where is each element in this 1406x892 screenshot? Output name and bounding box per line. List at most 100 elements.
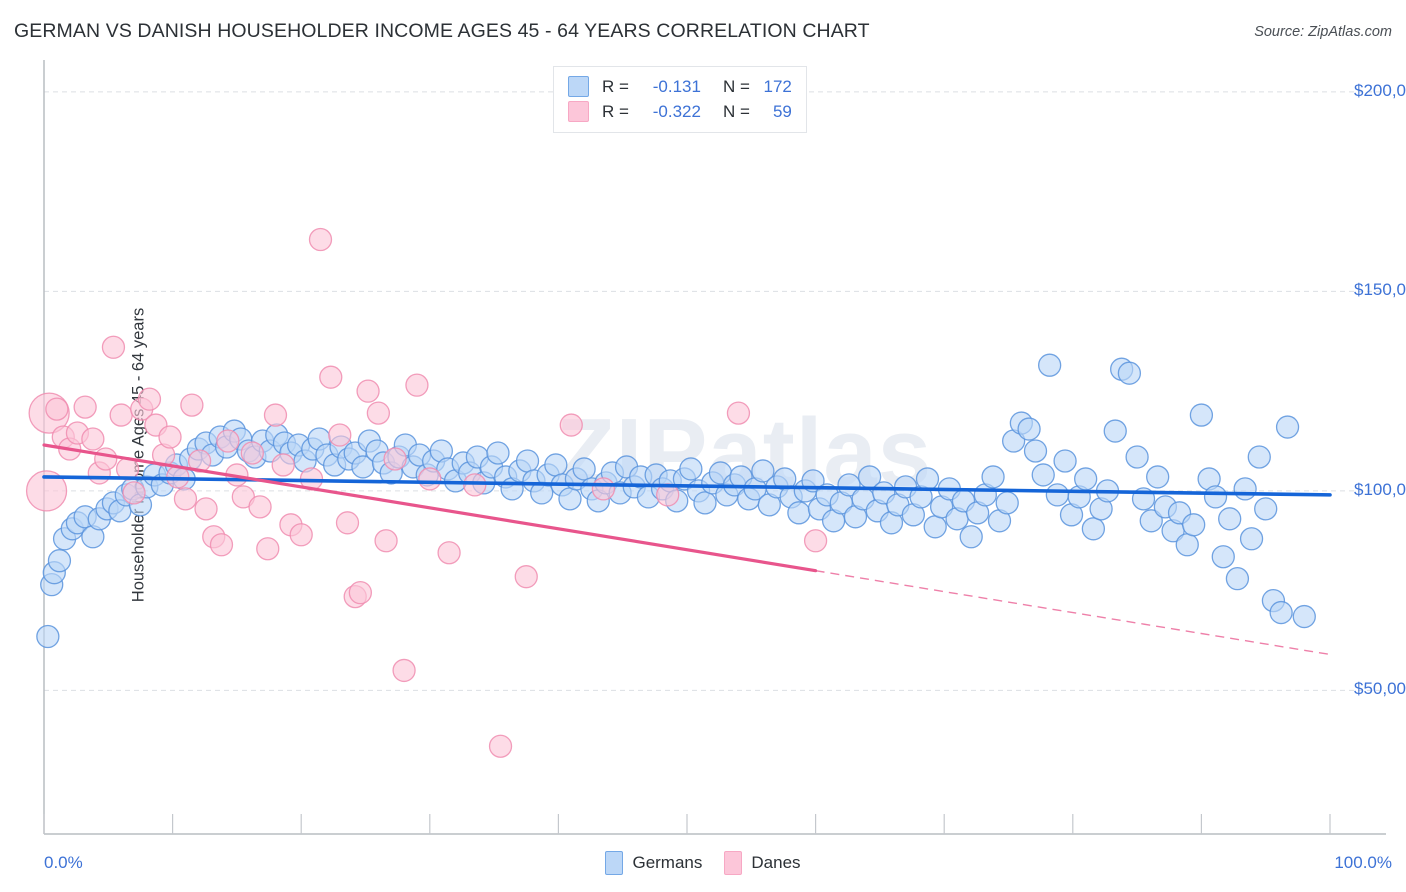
data-point — [488, 734, 513, 758]
danes-color-swatch — [568, 101, 589, 122]
data-point — [1269, 600, 1293, 625]
data-point — [1254, 497, 1278, 521]
germans-legend-swatch — [605, 851, 624, 875]
data-point — [47, 549, 72, 573]
data-point — [263, 403, 288, 427]
trendline-danes — [42, 443, 1331, 656]
data-point — [1182, 513, 1206, 537]
data-point — [405, 373, 429, 397]
source-attribution: Source: ZipAtlas.com — [1254, 24, 1392, 40]
data-point — [514, 565, 538, 589]
data-point — [101, 335, 126, 359]
data-point — [335, 511, 360, 535]
page-title: GERMAN VS DANISH HOUSEHOLDER INCOME AGES… — [14, 20, 870, 42]
data-point — [1053, 449, 1077, 473]
data-point — [308, 227, 333, 252]
data-point — [995, 491, 1019, 515]
data-point — [94, 447, 118, 471]
data-point — [1023, 439, 1048, 463]
data-point — [418, 467, 442, 491]
y-axis-tick-label: $50,000 — [1354, 679, 1406, 699]
data-point — [1211, 545, 1235, 569]
data-point — [180, 393, 204, 417]
gridlines — [44, 91, 1386, 691]
data-point — [248, 495, 272, 519]
data-point — [981, 465, 1005, 489]
data-point — [1225, 567, 1250, 591]
danes-r-value: -0.322 — [652, 101, 701, 121]
data-point — [1038, 353, 1062, 377]
data-point — [515, 449, 540, 473]
data-point — [559, 413, 583, 437]
data-point — [959, 525, 983, 549]
data-point — [1275, 415, 1300, 439]
data-point — [787, 501, 811, 525]
danes-n-key: N = — [722, 101, 750, 121]
data-point — [374, 529, 398, 553]
danes-legend-swatch — [724, 851, 743, 875]
data-point — [1203, 485, 1228, 509]
data-point — [383, 447, 407, 471]
data-point — [240, 441, 264, 465]
danes-n-value: 59 — [772, 101, 792, 121]
data-point — [209, 533, 234, 557]
data-point — [194, 497, 218, 521]
data-point — [1081, 517, 1106, 541]
data-point — [356, 379, 380, 403]
data-point — [463, 473, 487, 497]
data-point — [751, 459, 775, 483]
data-point — [923, 515, 947, 539]
data-point — [36, 624, 60, 649]
data-point — [679, 457, 703, 481]
data-point — [1239, 527, 1264, 551]
data-point — [366, 401, 391, 425]
data-point — [1175, 533, 1199, 557]
data-point — [693, 491, 717, 515]
data-point — [173, 487, 198, 511]
data-point — [319, 365, 343, 389]
legend-item-germans[interactable]: Germans — [605, 851, 702, 875]
y-axis-tick-label: $200,000 — [1354, 80, 1406, 100]
germans-n-key: N = — [722, 76, 750, 96]
y-axis-tick-label: $100,000 — [1354, 479, 1406, 499]
y-axis-tick-label: $150,000 — [1354, 280, 1406, 300]
data-point — [1189, 403, 1214, 427]
data-point — [572, 457, 596, 481]
germans-n-value: 172 — [763, 76, 792, 96]
data-point — [271, 453, 295, 477]
data-point — [1017, 417, 1041, 441]
danes-r-key: R = — [602, 101, 629, 121]
legend-item-danes[interactable]: Danes — [724, 851, 801, 875]
trendline-solid-segment — [42, 443, 818, 573]
data-point — [1045, 483, 1070, 507]
x-axis-label-max: 100.0% — [1334, 853, 1392, 872]
stats-row-germans: R = -0.131 N = 172 — [568, 74, 792, 99]
germans-r-value: -0.131 — [652, 76, 701, 96]
data-point — [558, 487, 582, 511]
germans-r-key: R = — [602, 76, 629, 96]
data-point — [73, 395, 97, 419]
data-point — [289, 523, 313, 547]
data-point — [25, 470, 68, 512]
data-point — [1031, 463, 1055, 487]
x-axis-label-min: 0.0% — [44, 853, 83, 872]
data-point — [137, 387, 162, 411]
data-point — [348, 580, 373, 605]
series-legend: Germans Danes — [0, 851, 1406, 875]
trendline-dashed-segment — [815, 569, 1331, 656]
data-point — [45, 397, 69, 421]
data-point — [544, 453, 568, 477]
danes-legend-label: Danes — [751, 853, 801, 872]
data-point — [591, 477, 616, 501]
data-point — [1292, 604, 1316, 629]
germans-color-swatch — [568, 76, 589, 97]
data-point — [726, 401, 751, 425]
data-point — [486, 441, 510, 465]
data-point — [1247, 445, 1271, 469]
axes — [43, 60, 1386, 835]
data-point — [1146, 465, 1170, 489]
germans-legend-label: Germans — [632, 853, 703, 872]
data-point — [216, 429, 240, 453]
